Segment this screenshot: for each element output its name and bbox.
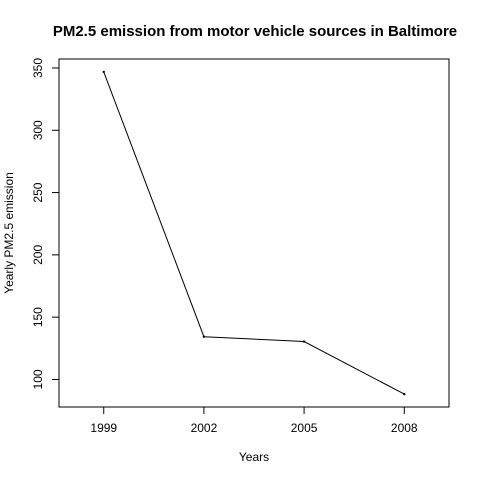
series-layer [102, 70, 406, 396]
y-axis-label: Yearly PM2.5 emission [2, 172, 16, 294]
y-tick-label: 200 [31, 245, 45, 265]
x-tick-label: 2008 [391, 421, 418, 435]
y-tick-label: 250 [31, 182, 45, 202]
y-tick-label: 100 [31, 369, 45, 389]
y-axis: 100 150 200 250 300 350 [31, 58, 59, 389]
y-tick-label: 150 [31, 307, 45, 327]
chart-title: PM2.5 emission from motor vehicle source… [53, 23, 457, 40]
x-tick-label: 2002 [191, 421, 218, 435]
data-point [102, 70, 105, 74]
x-tick-label: 1999 [90, 421, 117, 435]
y-tick-label: 350 [31, 58, 45, 78]
x-axis: 1999 2002 2005 2008 [90, 407, 418, 435]
plot-frame [58, 58, 450, 408]
data-point [302, 340, 306, 343]
data-point [202, 335, 206, 338]
x-axis-label: Years [239, 450, 269, 464]
series-line [103, 71, 405, 395]
x-tick-label: 2005 [291, 421, 318, 435]
data-point [403, 392, 406, 396]
y-tick-label: 300 [31, 120, 45, 140]
